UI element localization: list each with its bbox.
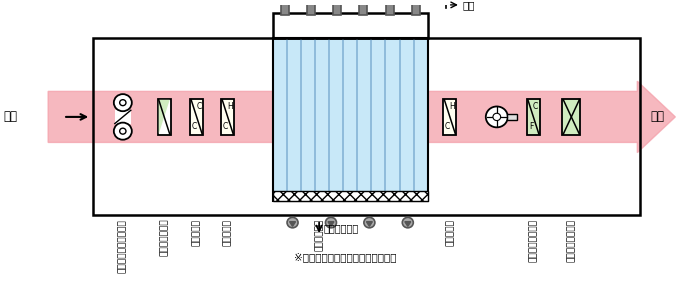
Text: オートロールフィルタ: オートロールフィルタ [118, 219, 128, 273]
Text: ケミカルフィルタ: ケミカルフィルタ [529, 219, 538, 262]
FancyArrow shape [48, 81, 676, 153]
Bar [355, 0, 371, 4]
Bar [273, 14, 428, 38]
Bar [115, 110, 131, 124]
Bar [281, 2, 288, 15]
Text: ＨＥＰＡフィルタ: ＨＥＰＡフィルタ [566, 219, 576, 262]
Text: 純水: 純水 [463, 0, 475, 10]
Circle shape [114, 94, 132, 111]
Bar [273, 191, 428, 201]
Bar [444, 99, 456, 135]
Circle shape [287, 217, 298, 228]
Text: 外気: 外気 [3, 110, 17, 123]
Text: H: H [227, 102, 233, 112]
Text: F: F [529, 122, 533, 131]
Polygon shape [328, 222, 334, 226]
Bar [307, 2, 315, 15]
Text: 再熱コイル: 再熱コイル [445, 219, 455, 246]
Bar [408, 0, 424, 4]
Bar [412, 2, 420, 15]
Bar [273, 38, 428, 201]
Bar [273, 38, 428, 201]
Text: 加熱コイル: 加熱コイル [223, 219, 233, 246]
Text: 冷却コイル: 冷却コイル [192, 219, 201, 246]
Bar [277, 0, 293, 4]
Bar [386, 2, 393, 15]
Bar [303, 0, 319, 4]
Bar [506, 114, 517, 120]
Circle shape [114, 123, 132, 140]
Polygon shape [405, 222, 411, 226]
Text: 中性能フィルタ: 中性能フィルタ [159, 219, 169, 256]
Text: 給気: 給気 [650, 110, 664, 123]
Text: C: C [445, 122, 451, 131]
Text: 純水（再生）: 純水（再生） [323, 223, 358, 233]
Polygon shape [366, 222, 373, 226]
Bar [221, 99, 234, 135]
Bar [527, 99, 540, 135]
Bar [329, 0, 345, 4]
Bar [93, 38, 640, 215]
Polygon shape [290, 222, 295, 226]
Bar [333, 2, 341, 15]
Circle shape [402, 217, 413, 228]
Text: C: C [196, 102, 201, 112]
Bar [359, 2, 367, 15]
Text: ※水膜方式によるケミカルガス除去: ※水膜方式によるケミカルガス除去 [294, 252, 396, 262]
Circle shape [486, 106, 508, 127]
Polygon shape [159, 100, 170, 134]
Text: 純水（再生）: 純水（再生） [315, 219, 324, 251]
Circle shape [119, 128, 126, 134]
Circle shape [493, 113, 501, 121]
Text: C: C [223, 122, 228, 131]
Text: C: C [533, 102, 538, 112]
Circle shape [119, 100, 126, 106]
Text: C: C [192, 122, 197, 131]
Circle shape [326, 217, 337, 228]
Text: H: H [449, 102, 455, 112]
Bar [190, 99, 203, 135]
Circle shape [364, 217, 375, 228]
Bar [382, 0, 397, 4]
Bar [158, 99, 170, 135]
Bar [562, 99, 580, 135]
